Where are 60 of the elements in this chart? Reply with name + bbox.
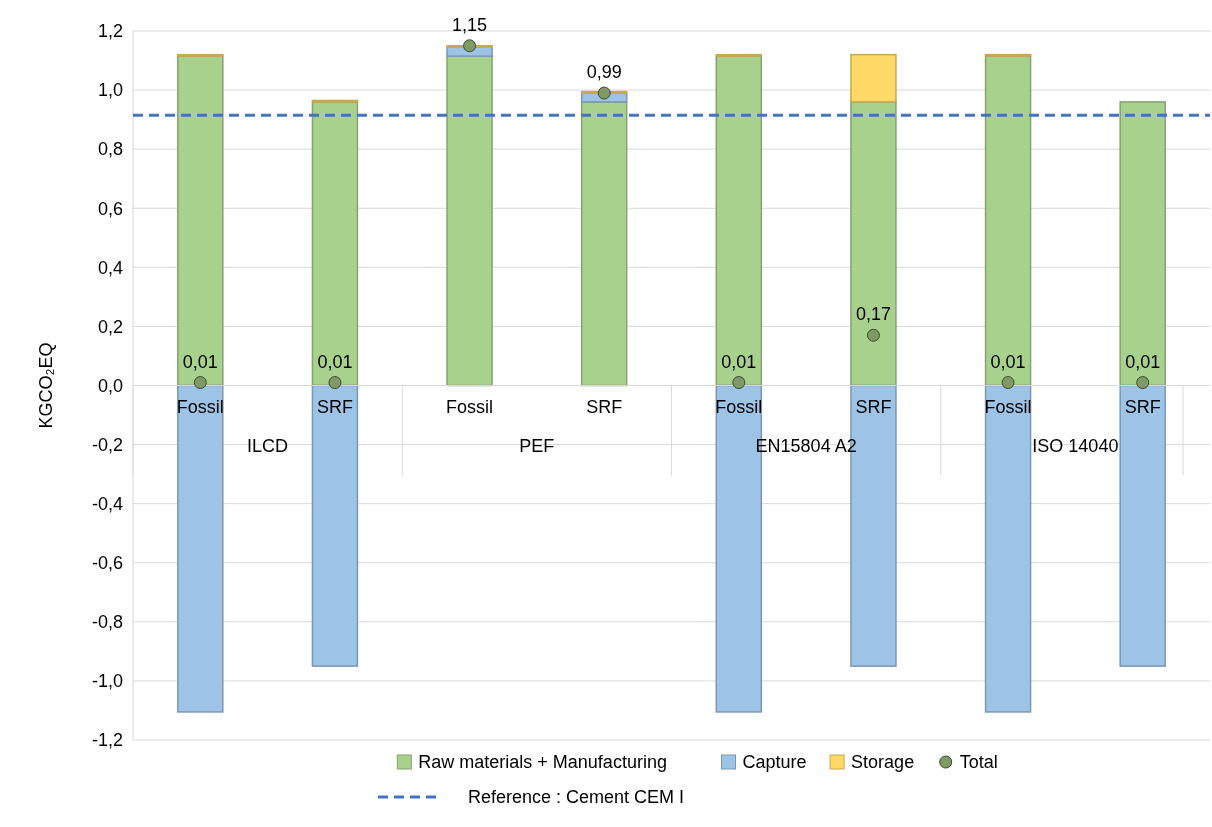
point bbox=[866, 328, 880, 342]
legend-label: Capture bbox=[742, 752, 807, 773]
x-tick-label: Fossil bbox=[984, 396, 1032, 417]
bar bbox=[1119, 384, 1166, 667]
y-tick-label: -0,8 bbox=[91, 612, 123, 633]
data-label: 0,01 bbox=[182, 351, 218, 372]
bar bbox=[580, 101, 628, 387]
point bbox=[328, 376, 342, 390]
x-tick-label: Fossil bbox=[715, 396, 763, 417]
point bbox=[597, 86, 611, 100]
x-tick-label: Fossil bbox=[446, 396, 494, 417]
point bbox=[1001, 376, 1015, 390]
y-tick-label: 0,6 bbox=[97, 198, 123, 219]
annotation: ISO 14040 bbox=[1032, 435, 1119, 456]
y-tick-label: 0,2 bbox=[97, 316, 123, 337]
bar bbox=[177, 384, 224, 713]
y-tick-label: 1,0 bbox=[97, 80, 123, 101]
point bbox=[732, 376, 746, 390]
y-tick-label: -0,4 bbox=[91, 493, 123, 514]
legend-label: Raw materials + Manufacturing bbox=[418, 752, 667, 773]
x-tick-label: SRF bbox=[316, 396, 353, 417]
x-tick-label: SRF bbox=[586, 396, 623, 417]
y-tick-label: 0,8 bbox=[97, 139, 123, 160]
annotation: EN15804 A2 bbox=[755, 435, 857, 456]
bar bbox=[1119, 101, 1166, 387]
bar bbox=[984, 384, 1032, 713]
data-label: 0,01 bbox=[990, 351, 1026, 372]
y-axis-title: KGCO₂EQ bbox=[36, 342, 56, 429]
bar bbox=[850, 53, 897, 103]
annotation: ILCD bbox=[247, 435, 289, 456]
bar bbox=[311, 101, 359, 387]
data-label: 0,17 bbox=[855, 304, 891, 325]
legend-label: Total bbox=[959, 752, 998, 773]
y-tick-label: -0,6 bbox=[91, 553, 123, 574]
x-tick-label: SRF bbox=[855, 396, 892, 417]
y-tick-label: -0,2 bbox=[91, 434, 123, 455]
y-tick-label: -1,0 bbox=[91, 671, 123, 692]
legend-label: Storage bbox=[851, 752, 915, 773]
x-tick-label: SRF bbox=[1124, 396, 1161, 417]
bar bbox=[850, 101, 897, 387]
bar bbox=[311, 384, 359, 667]
y-tick-label: -1,2 bbox=[91, 730, 123, 751]
bar bbox=[177, 55, 224, 387]
point bbox=[193, 376, 207, 390]
bar bbox=[715, 55, 763, 387]
x-tick-label: Fossil bbox=[176, 396, 224, 417]
point bbox=[463, 39, 477, 53]
data-label: 0,01 bbox=[721, 351, 757, 372]
y-tick-label: 0,4 bbox=[97, 257, 123, 278]
data-label: 0,01 bbox=[1125, 351, 1161, 372]
annotation: PEF bbox=[519, 435, 555, 456]
legend-label: Reference : Cement CEM I bbox=[468, 787, 685, 808]
point bbox=[1136, 376, 1150, 390]
data-label: 1,15 bbox=[452, 14, 488, 35]
data-label: 0,99 bbox=[586, 62, 622, 83]
y-tick-label: 1,2 bbox=[97, 21, 123, 42]
bar bbox=[984, 55, 1032, 387]
y-tick-label: 0,0 bbox=[97, 375, 123, 396]
bar bbox=[446, 55, 493, 387]
data-label: 0,01 bbox=[317, 351, 353, 372]
